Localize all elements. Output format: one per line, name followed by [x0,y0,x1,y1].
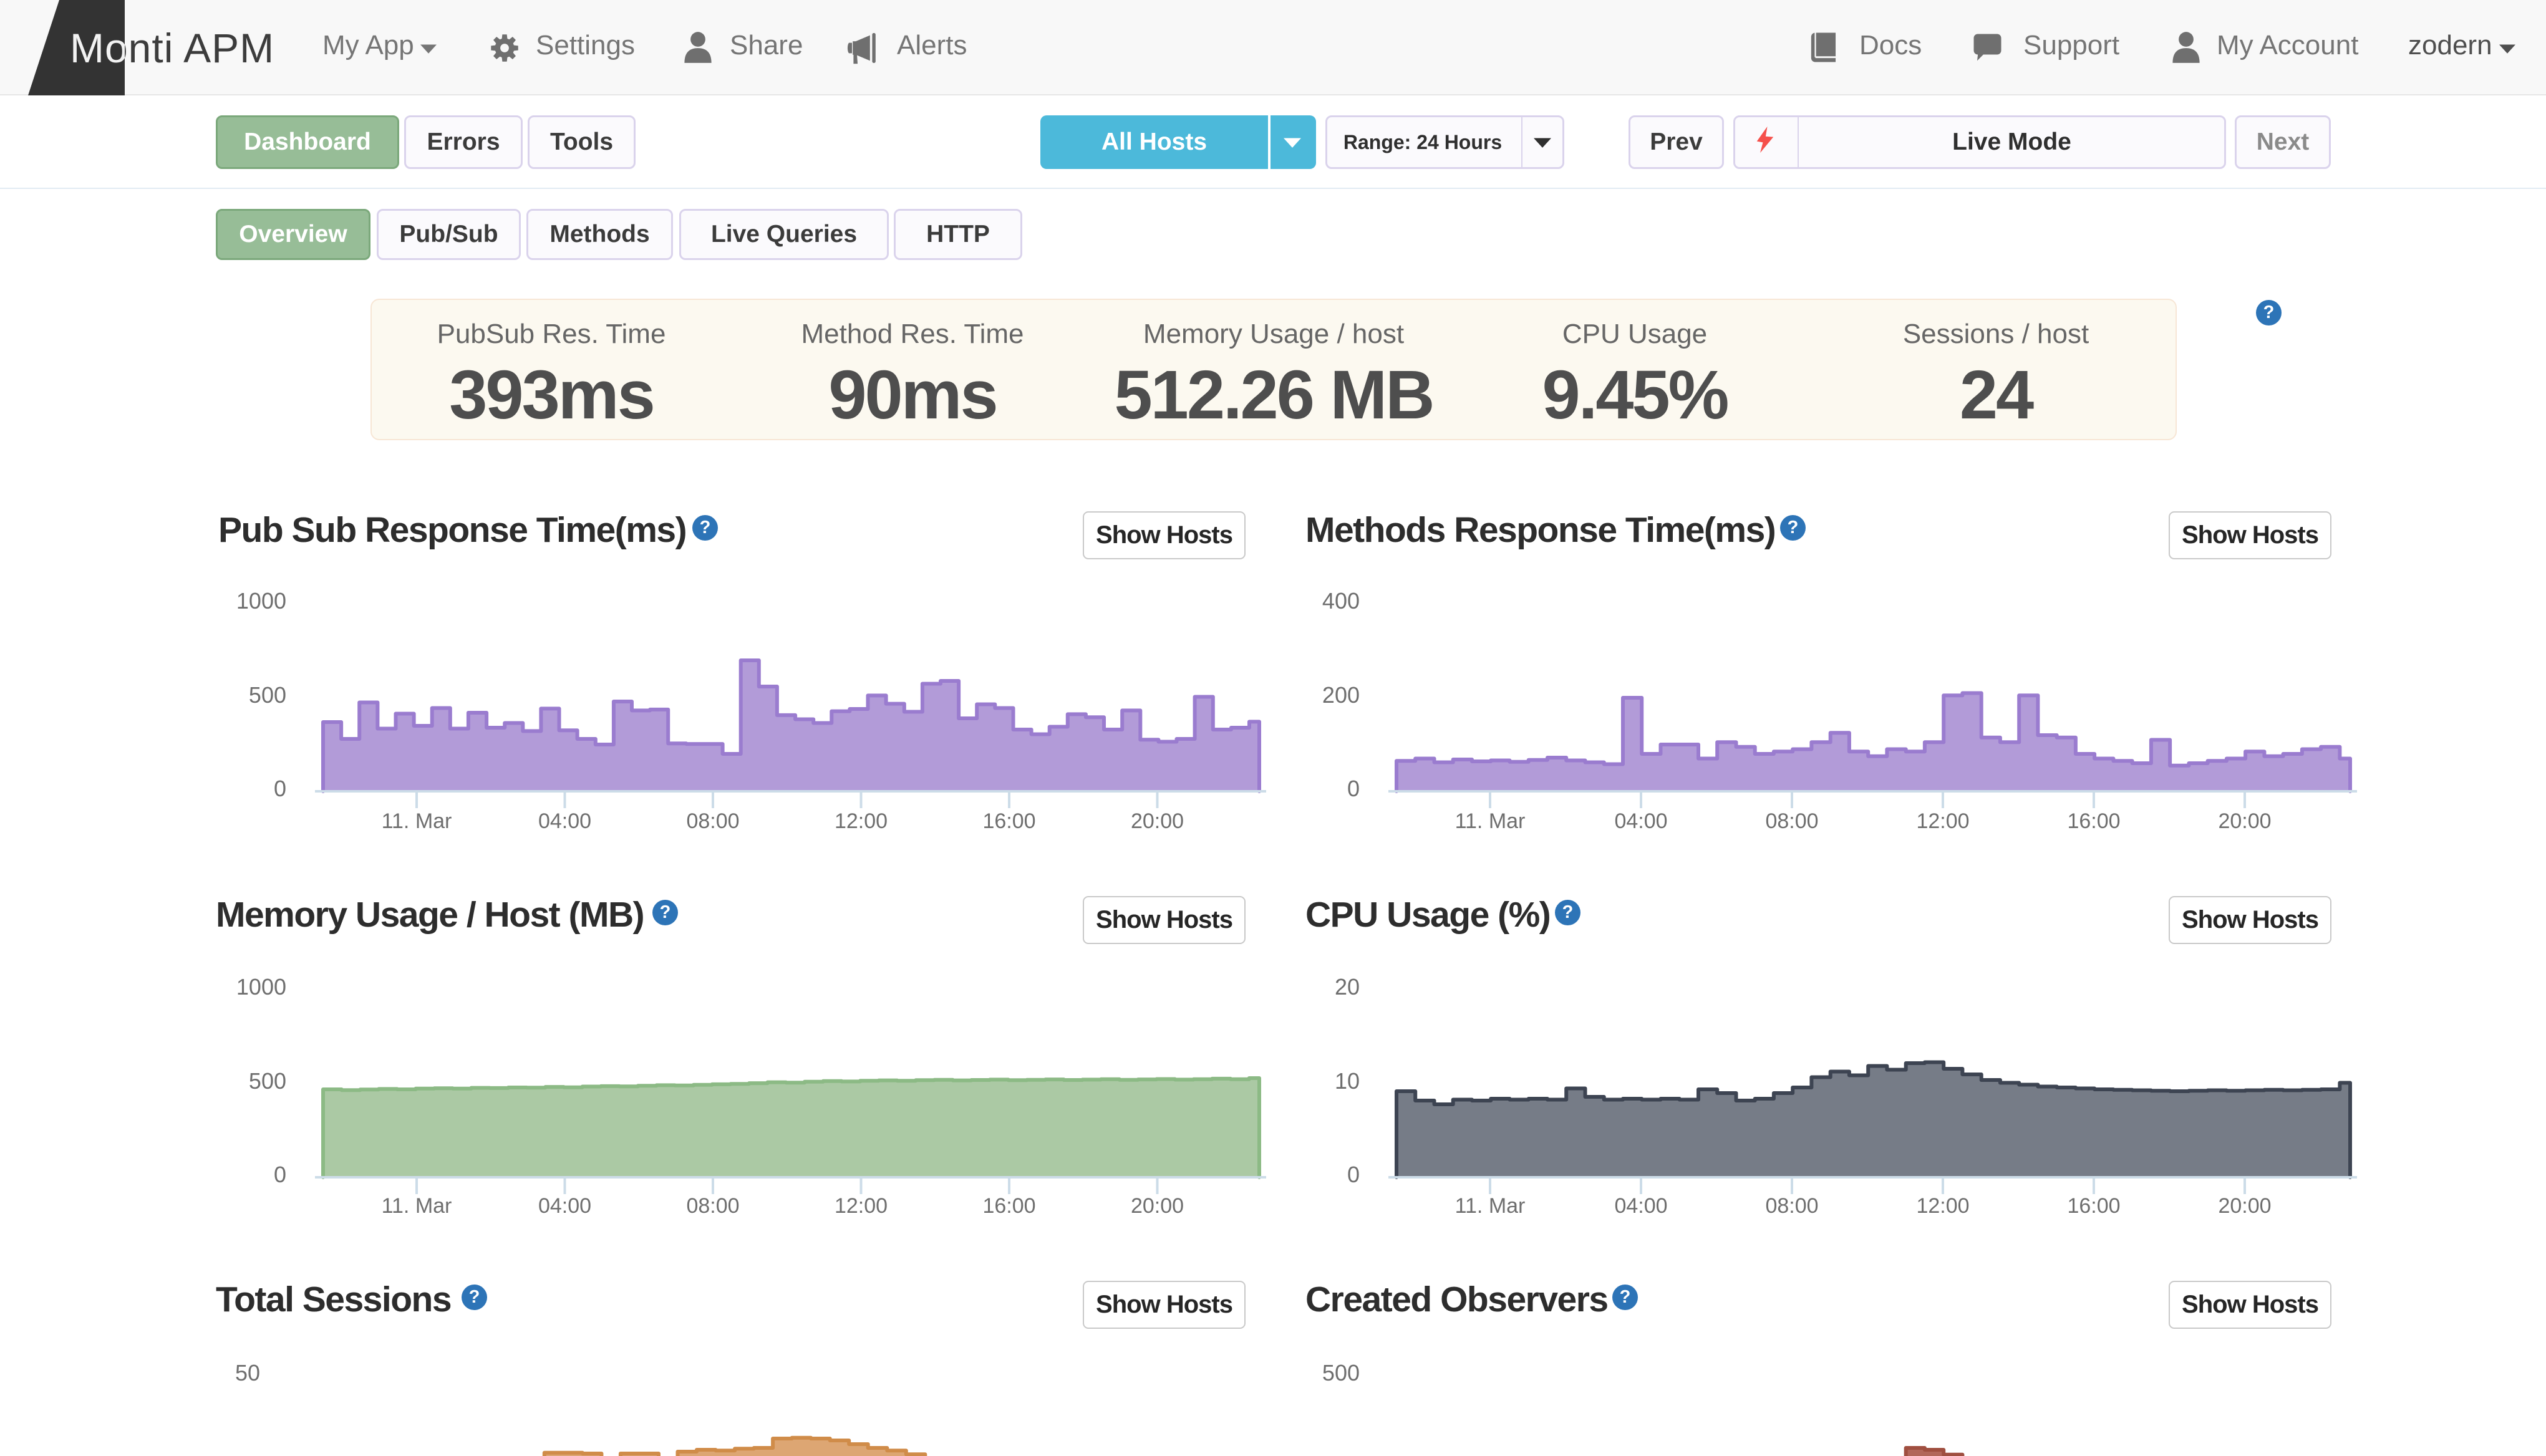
svg-text:400: 400 [1322,588,1360,614]
svg-text:04:00: 04:00 [538,809,591,833]
svg-text:20:00: 20:00 [1131,809,1184,833]
svg-text:200: 200 [1322,682,1360,708]
svg-text:500: 500 [249,682,286,708]
svg-text:11. Mar: 11. Mar [382,1194,452,1218]
svg-text:50: 50 [235,1360,260,1386]
svg-text:08:00: 08:00 [1765,809,1818,833]
svg-text:12:00: 12:00 [1916,1194,1969,1218]
svg-text:0: 0 [1347,1162,1360,1187]
svg-text:1000: 1000 [236,588,286,614]
svg-text:16:00: 16:00 [982,809,1035,833]
svg-text:20:00: 20:00 [1131,1194,1184,1218]
svg-text:12:00: 12:00 [835,1194,888,1218]
svg-text:0: 0 [1347,776,1360,801]
svg-text:Monti APM: Monti APM [70,25,274,71]
svg-text:11. Mar: 11. Mar [1455,1194,1526,1218]
svg-text:16:00: 16:00 [982,1194,1035,1218]
svg-text:0: 0 [274,776,286,801]
svg-text:Monti APM: Monti APM [70,25,274,71]
svg-text:20:00: 20:00 [2218,809,2271,833]
svg-text:12:00: 12:00 [835,809,888,833]
svg-text:04:00: 04:00 [538,1194,591,1218]
svg-text:11. Mar: 11. Mar [382,809,452,833]
svg-text:08:00: 08:00 [686,1194,739,1218]
svg-text:04:00: 04:00 [1614,809,1667,833]
svg-text:08:00: 08:00 [686,809,739,833]
svg-text:0: 0 [274,1162,286,1187]
svg-text:16:00: 16:00 [2067,1194,2120,1218]
svg-text:10: 10 [1335,1068,1360,1094]
svg-text:500: 500 [249,1068,286,1094]
svg-text:500: 500 [1322,1360,1360,1386]
svg-text:04:00: 04:00 [1614,1194,1667,1218]
svg-text:20:00: 20:00 [2218,1194,2271,1218]
svg-text:1000: 1000 [236,974,286,1000]
svg-text:16:00: 16:00 [2067,809,2120,833]
svg-text:12:00: 12:00 [1916,809,1969,833]
svg-text:20: 20 [1335,974,1360,1000]
svg-text:08:00: 08:00 [1765,1194,1818,1218]
svg-text:11. Mar: 11. Mar [1455,809,1526,833]
